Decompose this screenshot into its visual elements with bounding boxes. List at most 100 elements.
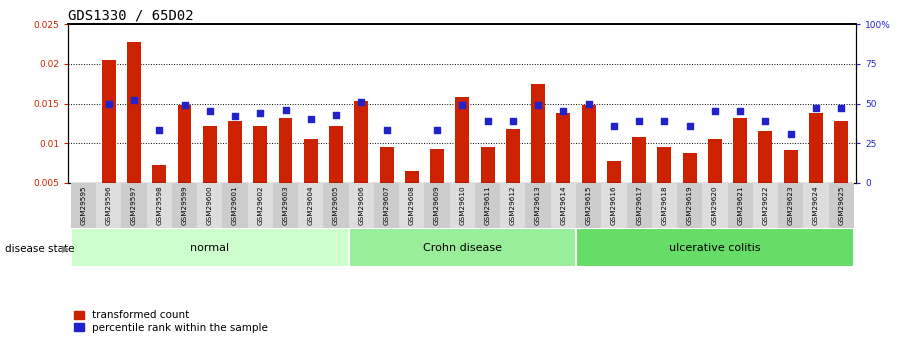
Bar	[127, 42, 141, 183]
Point	[632, 118, 647, 124]
Bar	[399, 183, 425, 228]
Point	[127, 98, 141, 103]
Text: GSM29602: GSM29602	[257, 185, 263, 225]
Text: GSM29621: GSM29621	[737, 185, 743, 225]
Bar	[222, 183, 248, 228]
Bar	[759, 131, 773, 183]
Bar	[273, 183, 298, 228]
Bar	[506, 129, 520, 183]
Bar	[197, 183, 222, 228]
Bar	[96, 183, 121, 228]
Point	[178, 102, 192, 108]
Bar	[752, 183, 778, 228]
Bar	[253, 126, 267, 183]
Bar	[834, 121, 848, 183]
Text: GSM29618: GSM29618	[661, 185, 668, 225]
Bar	[374, 183, 399, 228]
Point	[101, 101, 116, 106]
Text: GSM29617: GSM29617	[636, 185, 642, 225]
Bar	[323, 183, 349, 228]
Bar	[651, 183, 677, 228]
Text: normal: normal	[190, 243, 230, 253]
Text: GSM29610: GSM29610	[459, 185, 466, 225]
Bar	[203, 126, 217, 183]
Bar	[450, 183, 475, 228]
Text: GSM29609: GSM29609	[434, 185, 440, 225]
Text: GSM29601: GSM29601	[232, 185, 238, 225]
Text: GSM29620: GSM29620	[711, 185, 718, 225]
Bar	[677, 183, 702, 228]
Bar	[551, 183, 576, 228]
Bar	[829, 183, 854, 228]
Bar	[632, 137, 646, 183]
Bar	[531, 84, 545, 183]
Text: GSM29600: GSM29600	[207, 185, 213, 225]
Point	[657, 118, 671, 124]
Text: GSM29612: GSM29612	[510, 185, 516, 225]
Text: GSM29608: GSM29608	[409, 185, 415, 225]
Bar	[71, 183, 96, 228]
Point	[455, 102, 469, 108]
Bar	[708, 139, 722, 183]
Bar	[627, 183, 651, 228]
Bar	[809, 113, 823, 183]
Point	[329, 112, 343, 117]
Text: GSM29595: GSM29595	[80, 185, 87, 225]
Text: GSM29598: GSM29598	[157, 185, 162, 225]
Text: GSM29605: GSM29605	[333, 185, 339, 225]
Text: Crohn disease: Crohn disease	[423, 243, 502, 253]
Text: GSM29624: GSM29624	[813, 185, 819, 225]
Point	[152, 128, 167, 133]
Bar	[430, 149, 444, 183]
Text: GSM29596: GSM29596	[106, 185, 112, 225]
Point	[202, 109, 217, 114]
Bar	[526, 183, 551, 228]
Bar	[102, 60, 116, 183]
Text: GSM29597: GSM29597	[131, 185, 137, 225]
Text: GSM29607: GSM29607	[384, 185, 390, 225]
Bar	[228, 121, 242, 183]
Bar	[576, 228, 854, 267]
Bar	[733, 118, 747, 183]
Text: GSM29616: GSM29616	[611, 185, 617, 225]
Point	[379, 128, 394, 133]
Bar	[702, 183, 728, 228]
Bar	[147, 183, 172, 228]
Bar	[658, 147, 671, 183]
Text: disease state: disease state	[5, 244, 74, 254]
Bar	[425, 183, 450, 228]
Legend: transformed count, percentile rank within the sample: transformed count, percentile rank withi…	[74, 310, 268, 333]
Text: GSM29615: GSM29615	[586, 185, 591, 225]
Point	[303, 117, 318, 122]
Point	[783, 131, 798, 136]
Point	[607, 123, 621, 128]
Bar	[121, 183, 147, 228]
Bar	[329, 126, 343, 183]
Bar	[354, 101, 368, 183]
Bar	[601, 183, 627, 228]
Bar	[728, 183, 752, 228]
Text: GSM29611: GSM29611	[485, 185, 491, 225]
Bar	[380, 147, 394, 183]
Text: GSM29599: GSM29599	[181, 185, 188, 225]
Point	[708, 109, 722, 114]
Point	[228, 114, 242, 119]
Point	[732, 109, 747, 114]
Text: ▶: ▶	[62, 244, 69, 254]
Bar	[298, 183, 323, 228]
Point	[506, 118, 520, 124]
Bar	[178, 105, 191, 183]
Text: GSM29619: GSM29619	[687, 185, 692, 225]
Bar	[248, 183, 273, 228]
Point	[809, 106, 824, 111]
Text: ulcerative colitis: ulcerative colitis	[669, 243, 761, 253]
Bar	[804, 183, 829, 228]
Bar	[152, 165, 166, 183]
Bar	[404, 171, 419, 183]
Point	[531, 102, 546, 108]
Bar	[581, 105, 596, 183]
Bar	[557, 113, 570, 183]
Point	[480, 118, 495, 124]
Bar	[279, 118, 292, 183]
Point	[253, 110, 268, 116]
